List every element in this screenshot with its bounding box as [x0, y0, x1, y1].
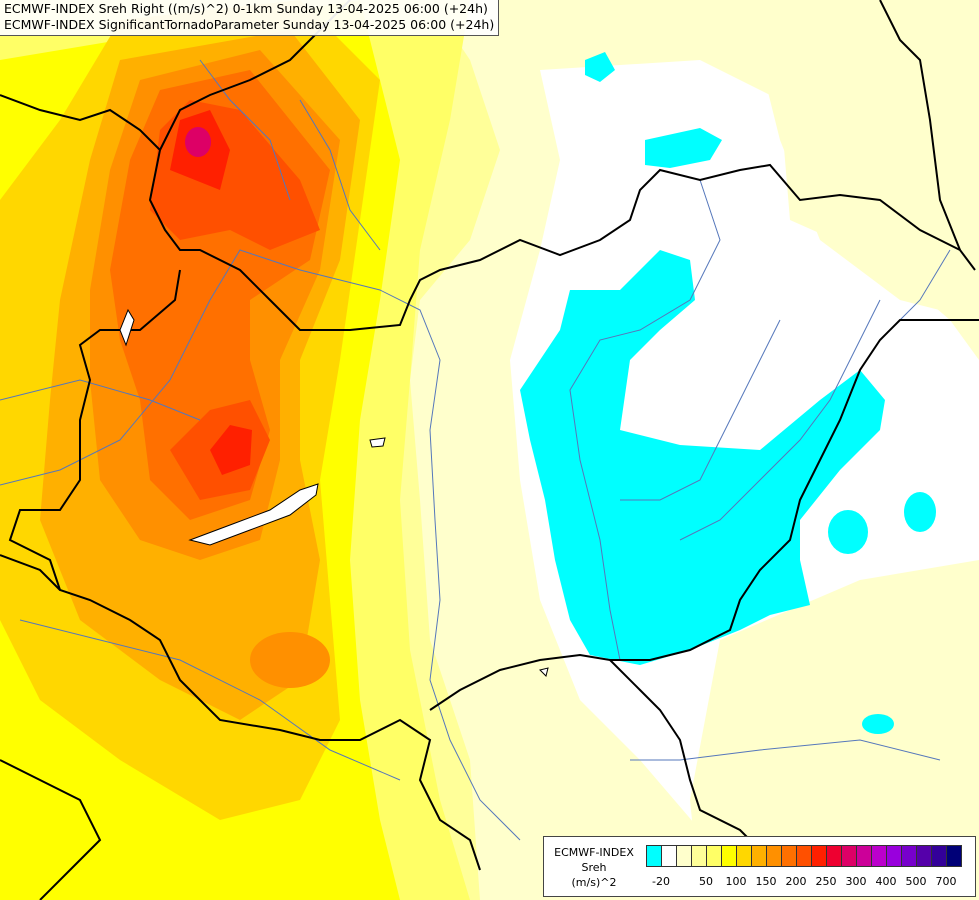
lakes-layer — [119, 308, 549, 677]
lake-north-west — [119, 308, 135, 347]
legend-swatch — [782, 846, 797, 866]
title-line-1: ECMWF-INDEX Sreh Right ((m/s)^2) 0-1km S… — [4, 1, 488, 16]
legend: ECMWF-INDEX Sreh (m/s)^2 -20 50 100 150 200 2… — [543, 836, 976, 897]
river-east-1 — [620, 319, 781, 501]
river-south — [630, 739, 941, 761]
legend-swatch — [857, 846, 872, 866]
legend-label: ECMWF-INDEX Sreh (m/s)^2 — [546, 845, 642, 890]
border-east-upper — [879, 0, 961, 251]
legend-tick-label: 400 — [875, 875, 897, 888]
legend-ticks: -20 50 100 150 200 250 300 400 500 700 — [646, 875, 976, 891]
border-sw — [0, 759, 102, 900]
legend-swatch — [887, 846, 902, 866]
map-title: ECMWF-INDEX Sreh Right ((m/s)^2) 0-1km S… — [0, 0, 500, 36]
river-west-1 — [0, 379, 201, 421]
river-north-1 — [299, 99, 381, 251]
border-sw-2 — [0, 554, 61, 591]
title-line-2: ECMWF-INDEX SignificantTornadoParameter … — [4, 17, 495, 32]
legend-swatch — [677, 846, 692, 866]
field-southeast-pale — [690, 560, 979, 900]
legend-swatch — [797, 846, 812, 866]
field-cyan-top — [585, 52, 615, 82]
lake-balaton — [188, 483, 319, 546]
legend-swatch — [902, 846, 917, 866]
legend-tick-label: 500 — [905, 875, 927, 888]
legend-label-line-1: ECMWF-INDEX — [554, 846, 634, 859]
border-south — [609, 659, 761, 851]
legend-swatch — [737, 846, 752, 866]
legend-tick-label: 250 — [815, 875, 837, 888]
legend-tick-label: 100 — [725, 875, 747, 888]
legend-swatch — [692, 846, 707, 866]
legend-label-line-3: (m/s)^2 — [571, 876, 617, 889]
legend-swatch — [812, 846, 827, 866]
field-cyan-south — [862, 714, 894, 734]
river-west-2 — [19, 619, 401, 781]
rivers-layer — [0, 59, 951, 841]
border-north — [0, 94, 976, 331]
legend-swatch — [842, 846, 857, 866]
legend-swatch — [917, 846, 932, 866]
border-west — [8, 269, 481, 871]
legend-tick-label: -20 — [652, 875, 670, 888]
river-east-2 — [679, 299, 881, 541]
legend-swatch — [707, 846, 722, 866]
legend-swatch — [647, 846, 662, 866]
border-southeast — [429, 319, 979, 711]
legend-swatch — [722, 846, 737, 866]
legend-swatch — [827, 846, 842, 866]
legend-swatch — [932, 846, 947, 866]
river-tisza — [569, 179, 721, 661]
legend-tick-label: 700 — [935, 875, 957, 888]
legend-swatch — [752, 846, 767, 866]
field-orange-blob-sw — [250, 632, 330, 688]
legend-tick-label: 50 — [699, 875, 713, 888]
legend-tick-label: 200 — [785, 875, 807, 888]
field-cyan-east-1 — [828, 510, 868, 554]
legend-tick-label: 150 — [755, 875, 777, 888]
legend-swatch — [662, 846, 677, 866]
field-west-crimson — [185, 127, 211, 157]
field-cyan-north — [645, 128, 722, 168]
field-cyan-east-2 — [904, 492, 936, 532]
river-danube — [0, 249, 521, 841]
lake-small-2 — [539, 667, 549, 677]
legend-swatch — [872, 846, 887, 866]
field-west-red-s — [210, 425, 252, 475]
legend-swatch — [767, 846, 782, 866]
legend-tick-label: 300 — [845, 875, 867, 888]
field-cyan-main — [520, 250, 885, 665]
legend-swatch — [947, 846, 962, 866]
legend-colorbar — [646, 845, 962, 867]
lake-small-1 — [369, 437, 386, 448]
river-north-2 — [199, 59, 291, 201]
legend-label-line-2: Sreh — [581, 861, 607, 874]
